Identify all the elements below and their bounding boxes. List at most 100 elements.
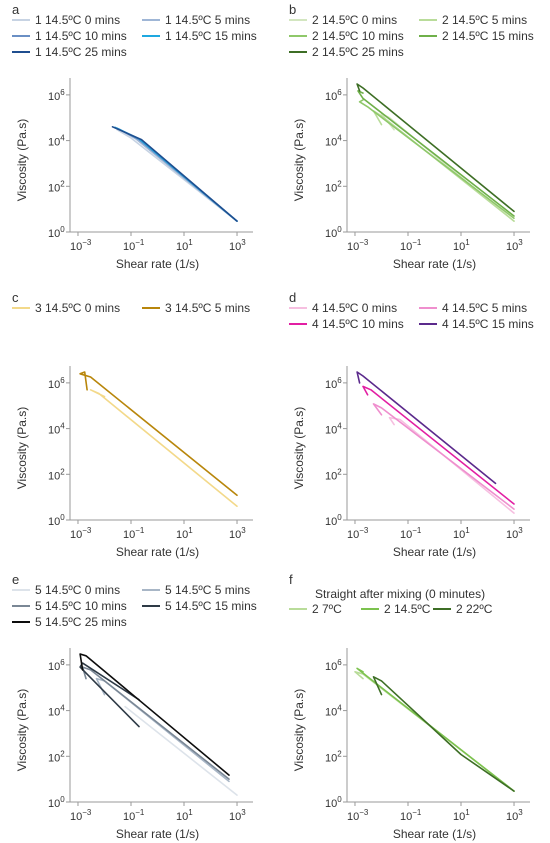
y-tick-label: 102 bbox=[325, 179, 342, 194]
legend-item: 2 14.5ºC bbox=[361, 602, 431, 616]
x-axis-label: Shear rate (1/s) bbox=[393, 545, 476, 559]
y-tick-exponent: 4 bbox=[60, 422, 65, 431]
x-tick-label: 10−1 bbox=[123, 238, 145, 253]
legend-item: 2 14.5ºC 5 mins bbox=[419, 13, 527, 27]
y-tick-label: 102 bbox=[325, 467, 342, 482]
y-tick-label: 100 bbox=[48, 513, 65, 528]
x-tick-label: 103 bbox=[229, 526, 246, 541]
legend-item: 2 14.5ºC 15 mins bbox=[419, 29, 534, 43]
legend-label: 1 14.5ºC 10 mins bbox=[35, 29, 127, 43]
legend-label: 3 14.5ºC 5 mins bbox=[165, 301, 250, 315]
legend-label: 5 14.5ºC 10 mins bbox=[35, 599, 127, 613]
legend-label: 2 14.5ºC bbox=[384, 602, 431, 616]
x-tick-label: 101 bbox=[176, 526, 193, 541]
y-tick-label: 106 bbox=[48, 376, 65, 391]
legend-item: 2 7ºC bbox=[289, 602, 342, 616]
legend-item: 5 14.5ºC 25 mins bbox=[12, 615, 127, 629]
y-axis-label: Viscosity (Pa.s) bbox=[15, 689, 29, 771]
x-axis-label: Shear rate (1/s) bbox=[116, 827, 199, 841]
x-tick-label: 101 bbox=[176, 808, 193, 823]
x-tick-exponent: 1 bbox=[188, 238, 193, 247]
y-tick-label: 100 bbox=[325, 225, 342, 240]
series-curve bbox=[81, 666, 230, 780]
x-tick-label: 103 bbox=[229, 238, 246, 253]
legend-item: 5 14.5ºC 0 mins bbox=[12, 583, 120, 597]
y-tick-exponent: 6 bbox=[337, 88, 342, 97]
chart-panel-d: d 4 14.5ºC 0 mins 4 14.5ºC 5 mins 4 14.5ºC … bbox=[289, 290, 534, 559]
chart-panel-f: f Straight after mixing (0 minutes)2 7ºC 2… bbox=[289, 572, 530, 841]
y-axis-label: Viscosity (Pa.s) bbox=[292, 119, 306, 201]
series-curve bbox=[111, 126, 238, 222]
x-tick-exponent: −3 bbox=[359, 526, 369, 535]
x-tick-label: 10−1 bbox=[123, 526, 145, 541]
y-tick-exponent: 6 bbox=[337, 658, 342, 667]
x-tick-label: 10−1 bbox=[400, 238, 422, 253]
legend-label: 4 14.5ºC 5 mins bbox=[442, 301, 527, 315]
y-tick-exponent: 2 bbox=[337, 467, 342, 476]
legend-label: 5 14.5ºC 0 mins bbox=[35, 583, 120, 597]
legend-label: 5 14.5ºC 5 mins bbox=[165, 583, 250, 597]
legend-item: 2 14.5ºC 10 mins bbox=[289, 29, 404, 43]
x-tick-label: 10−1 bbox=[400, 808, 422, 823]
legend-item: 3 14.5ºC 5 mins bbox=[142, 301, 250, 315]
x-tick-exponent: −1 bbox=[135, 808, 145, 817]
legend-item: 5 14.5ºC 5 mins bbox=[142, 583, 250, 597]
y-tick-label: 106 bbox=[48, 658, 65, 673]
y-tick-exponent: 6 bbox=[337, 376, 342, 385]
legend-item: 1 14.5ºC 0 mins bbox=[12, 13, 120, 27]
legend-label: 2 7ºC bbox=[312, 602, 342, 616]
legend-title: Straight after mixing (0 minutes) bbox=[315, 587, 485, 601]
x-tick-label: 10−3 bbox=[347, 808, 369, 823]
y-tick-exponent: 0 bbox=[337, 795, 342, 804]
legend-item: 4 14.5ºC 5 mins bbox=[419, 301, 527, 315]
y-tick-label: 102 bbox=[325, 749, 342, 764]
x-axis-label: Shear rate (1/s) bbox=[393, 827, 476, 841]
y-axis-label: Viscosity (Pa.s) bbox=[292, 407, 306, 489]
legend-label: 2 14.5ºC 0 mins bbox=[312, 13, 397, 27]
y-tick-label: 104 bbox=[325, 704, 342, 719]
x-tick-exponent: −1 bbox=[412, 526, 422, 535]
series-curve bbox=[358, 99, 515, 219]
legend-label: 2 14.5ºC 15 mins bbox=[442, 29, 534, 43]
y-tick-label: 106 bbox=[325, 376, 342, 391]
legend-item: 5 14.5ºC 15 mins bbox=[142, 599, 257, 613]
y-tick-exponent: 6 bbox=[60, 376, 65, 385]
y-tick-label: 104 bbox=[48, 134, 65, 149]
x-tick-label: 101 bbox=[176, 238, 193, 253]
series-curve bbox=[356, 371, 497, 485]
x-tick-exponent: 3 bbox=[241, 808, 246, 817]
x-tick-exponent: −1 bbox=[412, 238, 422, 247]
series-curve bbox=[95, 677, 230, 783]
y-tick-label: 100 bbox=[325, 795, 342, 810]
legend-label: 2 14.5ºC 5 mins bbox=[442, 13, 527, 27]
x-tick-exponent: −3 bbox=[359, 808, 369, 817]
y-tick-label: 104 bbox=[325, 134, 342, 149]
legend-item: 4 14.5ºC 0 mins bbox=[289, 301, 397, 315]
x-tick-label: 101 bbox=[453, 238, 470, 253]
x-tick-label: 103 bbox=[229, 808, 246, 823]
y-tick-label: 100 bbox=[48, 225, 65, 240]
legend-label: 4 14.5ºC 15 mins bbox=[442, 317, 534, 331]
y-tick-exponent: 0 bbox=[337, 513, 342, 522]
y-tick-exponent: 4 bbox=[337, 704, 342, 713]
y-tick-label: 104 bbox=[48, 704, 65, 719]
legend-item: 4 14.5ºC 10 mins bbox=[289, 317, 404, 331]
series-curve bbox=[79, 662, 140, 728]
x-tick-label: 10−3 bbox=[70, 238, 92, 253]
x-tick-exponent: −3 bbox=[82, 526, 92, 535]
y-axis-label: Viscosity (Pa.s) bbox=[15, 407, 29, 489]
x-tick-exponent: 1 bbox=[188, 526, 193, 535]
y-tick-exponent: 2 bbox=[337, 749, 342, 758]
legend-item: 4 14.5ºC 15 mins bbox=[419, 317, 534, 331]
x-tick-exponent: 3 bbox=[518, 808, 523, 817]
series-curve bbox=[362, 385, 515, 505]
y-tick-label: 106 bbox=[325, 88, 342, 103]
y-tick-exponent: 0 bbox=[60, 513, 65, 522]
panel-letter: a bbox=[12, 2, 20, 17]
legend-label: 4 14.5ºC 10 mins bbox=[312, 317, 404, 331]
x-tick-exponent: 3 bbox=[518, 238, 523, 247]
x-tick-label: 103 bbox=[506, 238, 523, 253]
series-curve bbox=[79, 371, 238, 497]
legend-label: 5 14.5ºC 15 mins bbox=[165, 599, 257, 613]
